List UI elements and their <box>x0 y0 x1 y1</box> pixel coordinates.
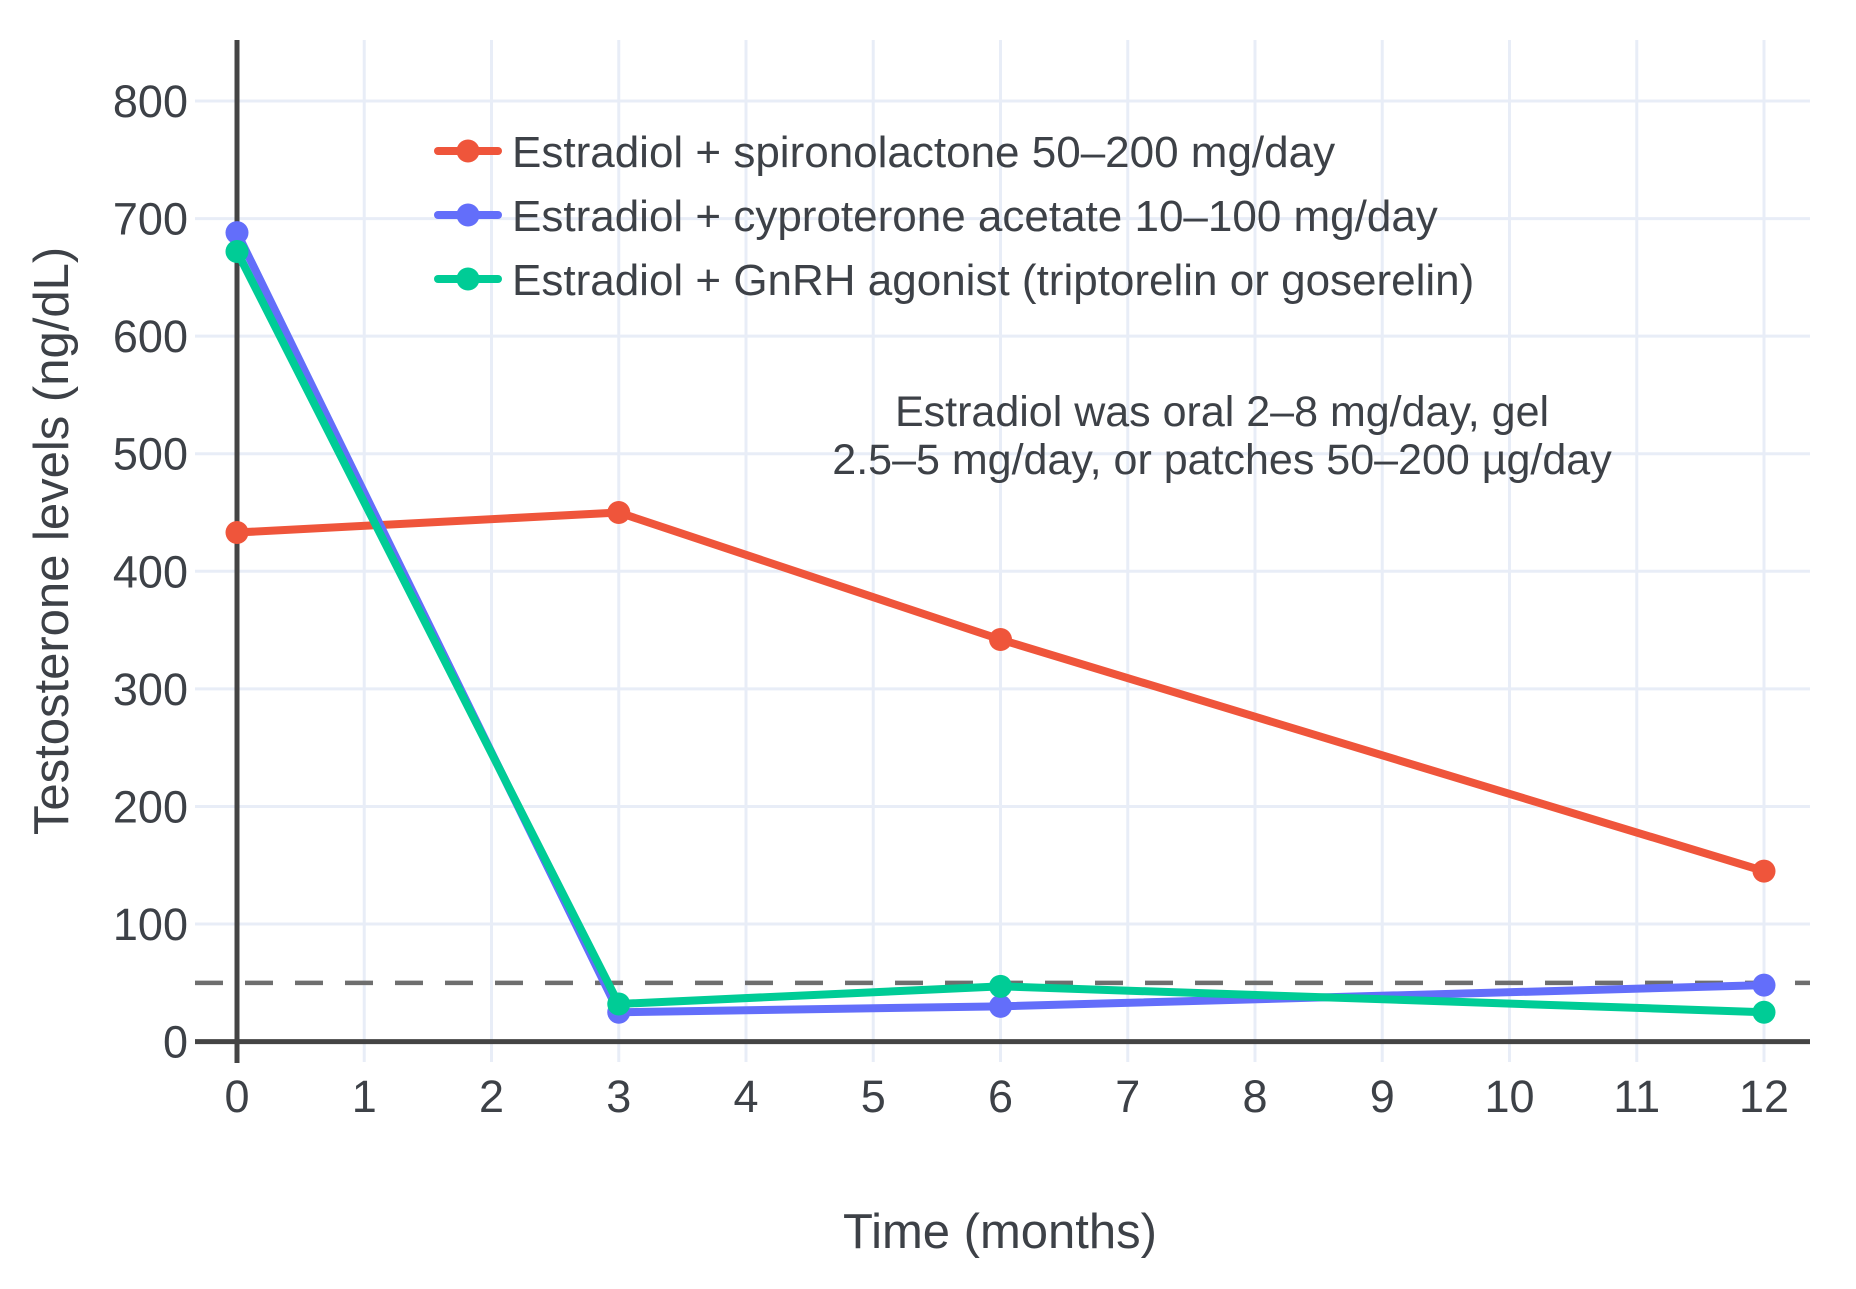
data-point <box>225 521 249 545</box>
y-axis-title: Testosterone levels (ng/dL) <box>25 247 79 835</box>
y-tick-label: 700 <box>113 194 188 245</box>
x-tick-label: 12 <box>1739 1071 1789 1122</box>
legend-marker-dot <box>456 203 480 227</box>
legend-item-label: Estradiol + spironolactone 50–200 mg/day <box>512 128 1335 177</box>
y-tick-label: 400 <box>113 546 188 597</box>
y-tick-label: 500 <box>113 429 188 480</box>
x-tick-label: 2 <box>479 1071 504 1122</box>
legend-item: Estradiol + spironolactone 50–200 mg/day <box>434 128 1335 177</box>
y-tick-label: 800 <box>113 76 188 127</box>
x-tick-label: 8 <box>1242 1071 1267 1122</box>
x-tick-label: 7 <box>1115 1071 1140 1122</box>
y-tick-label: 100 <box>113 899 188 950</box>
x-axis-title: Time (months) <box>843 1205 1157 1259</box>
x-tick-label: 9 <box>1370 1071 1395 1122</box>
y-tick-label: 300 <box>113 664 188 715</box>
data-point <box>1752 859 1776 883</box>
data-point <box>1752 1000 1776 1024</box>
series-line-2 <box>233 247 1768 1017</box>
x-tick-label: 0 <box>224 1071 249 1122</box>
x-tick-label: 11 <box>1613 1071 1660 1122</box>
data-point <box>225 221 249 245</box>
legend: Estradiol + spironolactone 50–200 mg/day… <box>434 128 1474 305</box>
legend-item: Estradiol + GnRH agonist (triptorelin or… <box>434 256 1474 305</box>
data-point <box>607 992 631 1016</box>
data-point <box>989 994 1012 1018</box>
x-tick-label: 6 <box>988 1071 1013 1122</box>
data-point <box>225 239 249 263</box>
x-tick-label: 10 <box>1484 1071 1534 1122</box>
y-tick-label: 600 <box>113 311 188 362</box>
x-tick-label: 4 <box>733 1071 758 1122</box>
x-tick-label: 5 <box>861 1071 886 1122</box>
legend-item: Estradiol + cyproterone acetate 10–100 m… <box>434 192 1438 241</box>
annotation-line-1: Estradiol was oral 2–8 mg/day, gel <box>895 388 1549 436</box>
data-point <box>989 627 1012 651</box>
legend-marker-dot <box>456 267 480 291</box>
legend-item-label: Estradiol + cyproterone acetate 10–100 m… <box>512 192 1438 241</box>
axis-layer <box>195 40 1810 1063</box>
data-point <box>1752 973 1776 997</box>
annotation-line-2: 2.5–5 mg/day, or patches 50–200 µg/day <box>832 436 1612 484</box>
legend-marker-dot <box>456 139 480 163</box>
x-tick-label: 3 <box>606 1071 631 1122</box>
series-layer <box>225 221 1776 1024</box>
series-line-0 <box>233 508 1768 876</box>
x-tick-label: 1 <box>352 1071 377 1122</box>
y-tick-label: 0 <box>163 1017 188 1068</box>
data-point <box>989 974 1012 998</box>
grid-layer <box>195 40 1810 1062</box>
y-tick-label: 200 <box>113 781 188 832</box>
legend-item-label: Estradiol + GnRH agonist (triptorelin or… <box>512 256 1474 305</box>
data-point <box>607 501 631 525</box>
